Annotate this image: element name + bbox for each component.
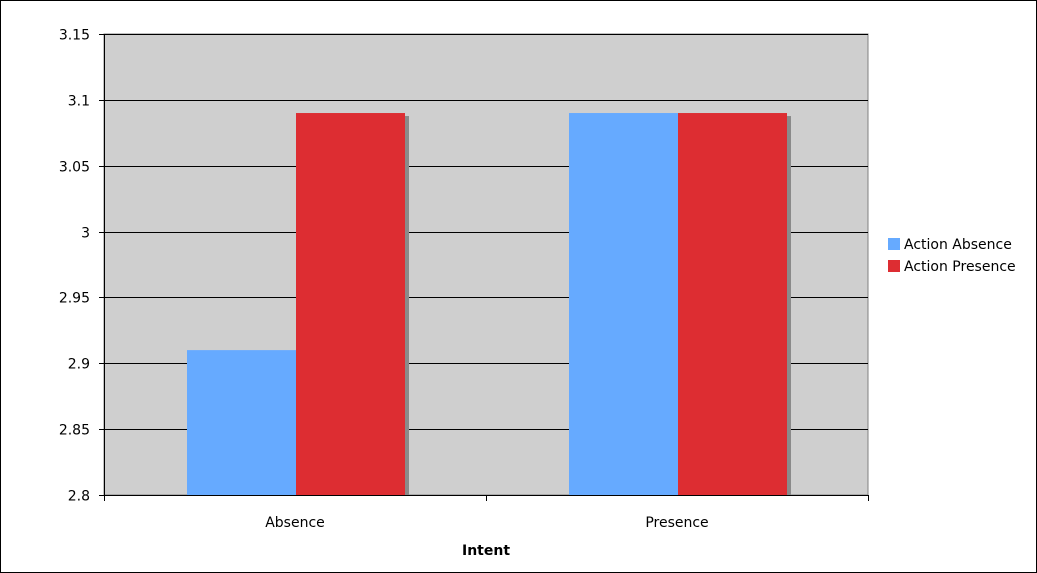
legend-swatch: [888, 260, 900, 272]
y-tick-label: 2.85: [59, 423, 90, 439]
x-axis-title: Intent: [462, 543, 510, 559]
legend-label: Action Presence: [904, 259, 1016, 275]
x-tick-label: Absence: [265, 515, 325, 531]
bar: [569, 113, 678, 496]
bar: [678, 113, 787, 496]
x-tick-label: Presence: [645, 515, 708, 531]
bar: [296, 113, 405, 496]
legend-label: Action Absence: [904, 237, 1012, 253]
y-tick-label: 2.8: [68, 489, 90, 505]
y-tick-label: 3: [81, 226, 90, 242]
axes: 2.8 2.85 2.9 2.95 3 3.05 3.1 3.15 Absence Presenc…: [59, 28, 869, 531]
legend: Action Absence Action Presence: [888, 237, 1016, 275]
y-tick-label: 2.95: [59, 291, 90, 307]
bars: [187, 113, 791, 496]
y-tick-label: 2.9: [68, 357, 90, 373]
y-tick-label: 3.1: [68, 94, 90, 110]
legend-swatch: [888, 238, 900, 250]
y-tick-label: 3.15: [59, 28, 90, 44]
y-tick-label: 3.05: [59, 160, 90, 176]
bar: [187, 350, 296, 495]
